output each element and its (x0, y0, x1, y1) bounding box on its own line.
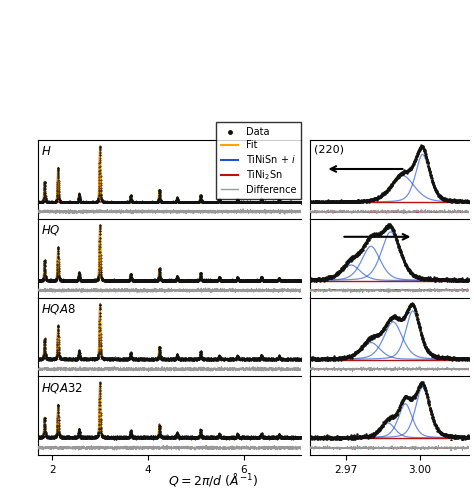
Text: $Q = 2\pi/d\ (\AA^{-1})$: $Q = 2\pi/d\ (\AA^{-1})$ (168, 470, 259, 488)
Text: $\it{HQA8}$: $\it{HQA8}$ (41, 302, 75, 316)
Text: $\it{HQA32}$: $\it{HQA32}$ (41, 381, 82, 395)
Text: $\it{HQ}$: $\it{HQ}$ (41, 224, 60, 237)
Legend: Data, Fit, TiNiSn + $i$, TiNi$_2$Sn, Difference: Data, Fit, TiNiSn + $i$, TiNi$_2$Sn, Dif… (216, 122, 301, 200)
Text: $\it{H}$: $\it{H}$ (41, 144, 51, 158)
Text: (220): (220) (314, 144, 344, 154)
